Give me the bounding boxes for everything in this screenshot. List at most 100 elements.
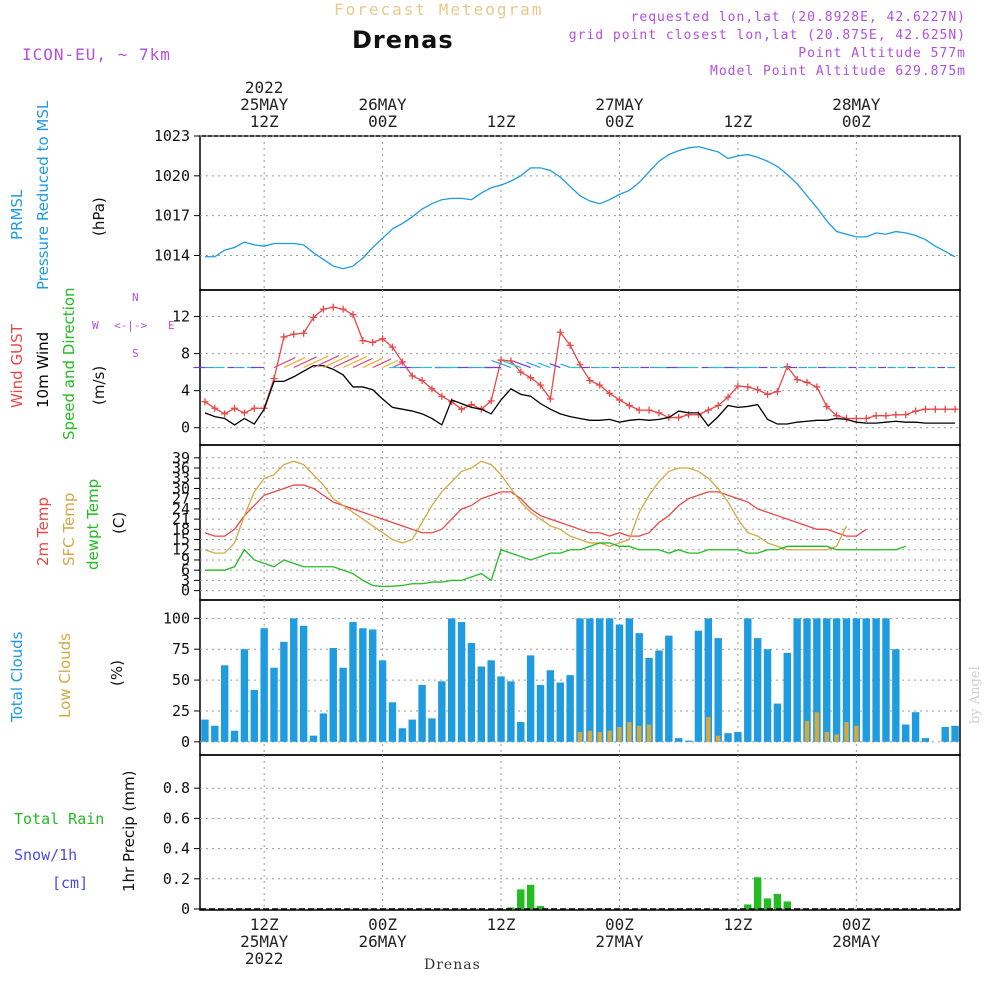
panel-frame: [199, 754, 961, 911]
data-bar: [834, 734, 839, 742]
series-line: [204, 460, 848, 554]
gust-marker: [892, 411, 900, 419]
wind-arrow: [372, 358, 392, 369]
data-bar: [339, 667, 347, 742]
data-bar: [646, 724, 652, 742]
wind-arrow: [549, 363, 561, 369]
wind-arrow: [303, 355, 329, 369]
top-time-label: 26MAY: [359, 95, 408, 114]
data-bar: [299, 625, 308, 742]
data-bar: [773, 893, 782, 909]
top-time-label: 25MAY: [240, 95, 289, 114]
compass-n: N: [132, 291, 139, 304]
y-tick-label: 3: [181, 571, 190, 589]
wind-arrow: [491, 359, 512, 369]
gust-marker: [852, 414, 860, 422]
station-name: Drenas: [352, 26, 454, 54]
panel-4: 0 0.2 0.4 0.6 0.8: [163, 754, 961, 918]
gust-marker: [823, 402, 831, 410]
data-bar: [280, 641, 288, 742]
data-bar: [911, 712, 920, 742]
data-bar: [477, 666, 485, 742]
data-bar: [418, 685, 426, 742]
y-tick-label: 15: [172, 531, 190, 549]
gust-marker: [813, 383, 821, 391]
data-bar: [211, 725, 219, 742]
gust-marker: [842, 414, 850, 422]
wind-arrow: [273, 357, 296, 369]
y-tick-label: 0.8: [163, 779, 190, 797]
gust-marker: [645, 406, 653, 414]
gust-marker: [428, 385, 436, 393]
gust-marker: [388, 343, 396, 351]
gust-marker: [566, 341, 574, 349]
data-bar: [597, 731, 602, 742]
data-bar: [753, 877, 762, 909]
data-bar: [507, 681, 515, 742]
data-bar: [842, 618, 851, 742]
data-bar: [902, 724, 910, 742]
data-bar: [753, 638, 762, 742]
y-tick-label: 21: [172, 510, 190, 528]
gust-marker: [596, 381, 604, 389]
data-bar: [497, 676, 505, 742]
y-tick-label: 1023: [154, 127, 190, 145]
data-bar: [398, 728, 407, 742]
y-tick-label: 30: [172, 479, 190, 497]
gust-marker: [744, 383, 752, 391]
data-bar: [625, 618, 634, 742]
gust-marker: [773, 388, 781, 396]
y-tick-label: 27: [172, 490, 190, 508]
data-bar: [605, 618, 614, 742]
top-time-label: 00Z: [842, 112, 871, 131]
bottom-time-label: 26MAY: [359, 932, 408, 951]
gust-marker: [201, 398, 209, 406]
gust-marker: [655, 409, 663, 417]
top-time-label: 2022: [245, 78, 284, 97]
data-bar: [814, 712, 820, 742]
data-bar: [783, 901, 791, 909]
y-tick-label: 75: [172, 640, 190, 658]
panel-3: 0 25 50 75 100: [163, 599, 961, 756]
series-line: [204, 542, 906, 588]
bottom-time-label: 12Z: [250, 915, 279, 934]
data-bar: [704, 618, 713, 742]
data-bar: [951, 725, 959, 742]
gust-marker: [704, 406, 712, 414]
panel-frame: [199, 135, 961, 291]
data-bar: [309, 735, 318, 742]
data-bar: [714, 638, 722, 742]
bottom-time-label: 00Z: [368, 915, 397, 934]
gust-marker: [418, 376, 426, 384]
gust-marker: [615, 396, 623, 404]
y-tick-label: 0: [181, 419, 190, 437]
gust-marker: [882, 412, 890, 420]
data-bar: [319, 713, 328, 742]
y-tick-label: 4: [181, 382, 190, 400]
data-bar: [359, 628, 367, 742]
data-bar: [684, 740, 693, 742]
data-bar: [201, 719, 209, 742]
gust-marker: [912, 407, 920, 415]
data-bar: [517, 722, 525, 742]
bottom-time-label: 12Z: [487, 915, 516, 934]
gust-marker: [231, 404, 239, 412]
data-bar: [378, 660, 387, 742]
data-bar: [526, 655, 535, 742]
y-tick-label: 25: [172, 702, 190, 720]
data-bar: [804, 720, 810, 742]
wind-arrow: [332, 355, 359, 369]
data-bar: [260, 628, 268, 742]
gust-marker: [606, 389, 614, 397]
model-label: ICON-EU, ~ 7km: [22, 45, 171, 64]
gust-marker: [379, 335, 387, 343]
gust-marker: [724, 393, 732, 401]
data-bar: [329, 647, 337, 742]
y-tick-label: 0: [181, 900, 190, 918]
data-bar: [706, 717, 711, 742]
gust-marker: [458, 405, 466, 413]
data-bar: [556, 682, 564, 742]
data-bar: [783, 652, 791, 742]
series-line: [204, 145, 956, 270]
